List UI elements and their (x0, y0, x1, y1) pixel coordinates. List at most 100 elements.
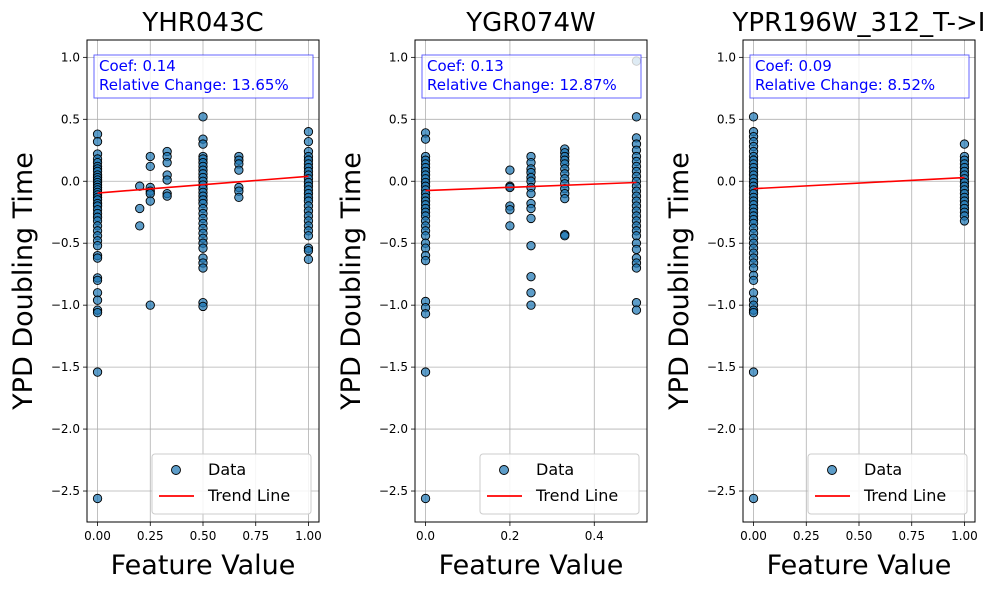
data-point (135, 203, 145, 214)
data-point (526, 241, 536, 251)
y-tick-label: −2.0 (707, 422, 736, 436)
data-point (631, 244, 642, 255)
data-points (420, 56, 642, 504)
y-tick-label: 0.0 (389, 174, 408, 188)
legend-frame (807, 453, 968, 515)
data-point (92, 295, 103, 305)
y-tick-label: −1.5 (379, 360, 408, 374)
y-tick-label: 1.0 (717, 50, 736, 64)
x-tick-label: 0.75 (242, 529, 269, 543)
data-point (145, 300, 155, 310)
annotation-frame (93, 54, 314, 99)
x-axis-label: Feature Value (111, 550, 296, 581)
data-points (748, 112, 970, 504)
data-point (420, 134, 431, 144)
x-tick-label: 0.50 (846, 529, 873, 543)
data-point (162, 158, 172, 168)
data-point (234, 192, 244, 203)
y-tick-label: −1.5 (51, 360, 80, 374)
data-point (959, 216, 970, 226)
legend-label-trend: Trend Line (535, 486, 618, 505)
trend-line (425, 181, 637, 192)
data-point (234, 165, 244, 175)
legend-label-data: Data (208, 460, 246, 479)
data-point (526, 213, 536, 224)
data-point (420, 309, 431, 319)
y-tick-label: −1.0 (379, 298, 408, 312)
data-point (748, 307, 759, 318)
data-point (145, 161, 155, 172)
y-tick-label: −2.0 (51, 422, 80, 436)
trend-line (97, 175, 309, 194)
legend: Data Trend Line (479, 453, 640, 515)
data-point (748, 275, 759, 286)
data-point (420, 493, 431, 504)
x-tick-label: 0.25 (793, 529, 820, 543)
data-point (162, 175, 172, 185)
legend-label-trend: Trend Line (207, 486, 290, 505)
data-point (162, 191, 172, 201)
data-point (560, 231, 570, 241)
data-point (145, 151, 155, 162)
data-point (198, 263, 208, 273)
legend-marker-data (171, 465, 181, 475)
axes-frame (414, 39, 648, 523)
y-tick-label: −2.5 (707, 484, 736, 498)
chart-panel-3: 0.00 0.25 0.50 0.75 1.00 −2.5 −2.0 −1.5 −1.0 −0.5… (664, 8, 985, 581)
x-axis-label: Feature Value (767, 550, 952, 581)
data-point (748, 493, 759, 504)
data-point (959, 139, 970, 149)
legend: Data Trend Line (151, 453, 312, 515)
y-tick-label: −2.0 (379, 422, 408, 436)
data-point (526, 288, 536, 298)
data-point (420, 367, 431, 377)
data-point (198, 139, 208, 149)
y-tick-label: 0.5 (717, 112, 736, 126)
y-tick-label: −2.5 (51, 484, 80, 498)
x-tick-label: 0.25 (137, 529, 164, 543)
data-point (135, 221, 145, 231)
legend: Data Trend Line (807, 453, 968, 515)
data-point (303, 231, 314, 241)
data-point (145, 196, 155, 206)
x-axis-label: Feature Value (439, 550, 624, 581)
legend-label-trend: Trend Line (863, 486, 946, 505)
relative-change-text: Relative Change: 12.87% (427, 76, 617, 94)
data-point (198, 301, 208, 312)
legend-label-data: Data (864, 460, 902, 479)
coef-text: Coef: 0.14 (99, 57, 176, 75)
data-point (631, 112, 642, 122)
data-point (92, 275, 103, 286)
x-tick-label: 0.4 (585, 529, 604, 543)
y-tick-label: 1.0 (61, 50, 80, 64)
data-point (92, 493, 103, 504)
data-point (631, 263, 642, 273)
chart-title: YGR074W (465, 8, 595, 38)
legend-marker-data (827, 465, 837, 475)
relative-change-text: Relative Change: 13.65% (99, 76, 289, 94)
x-tick-label: 0.50 (190, 529, 217, 543)
data-point (92, 136, 103, 147)
y-tick-label: 0.0 (717, 174, 736, 188)
y-tick-label: −1.5 (707, 360, 736, 374)
x-tick-label: 0.2 (500, 529, 519, 543)
data-point (420, 255, 431, 266)
data-point (526, 203, 536, 214)
data-point (560, 193, 570, 204)
x-tick-label: 0.0 (416, 529, 435, 543)
y-tick-label: −0.5 (707, 236, 736, 250)
data-point (303, 136, 314, 147)
x-tick-label: 0.00 (740, 529, 767, 543)
data-point (303, 254, 314, 264)
y-tick-label: 0.0 (61, 174, 80, 188)
data-point (303, 127, 314, 137)
legend-marker-data (499, 465, 509, 475)
data-point (631, 305, 642, 315)
y-tick-label: −1.0 (707, 298, 736, 312)
y-tick-label: −0.5 (51, 236, 80, 250)
coef-text: Coef: 0.13 (427, 57, 504, 75)
coef-text: Coef: 0.09 (755, 57, 832, 75)
y-tick-label: 0.5 (389, 112, 408, 126)
